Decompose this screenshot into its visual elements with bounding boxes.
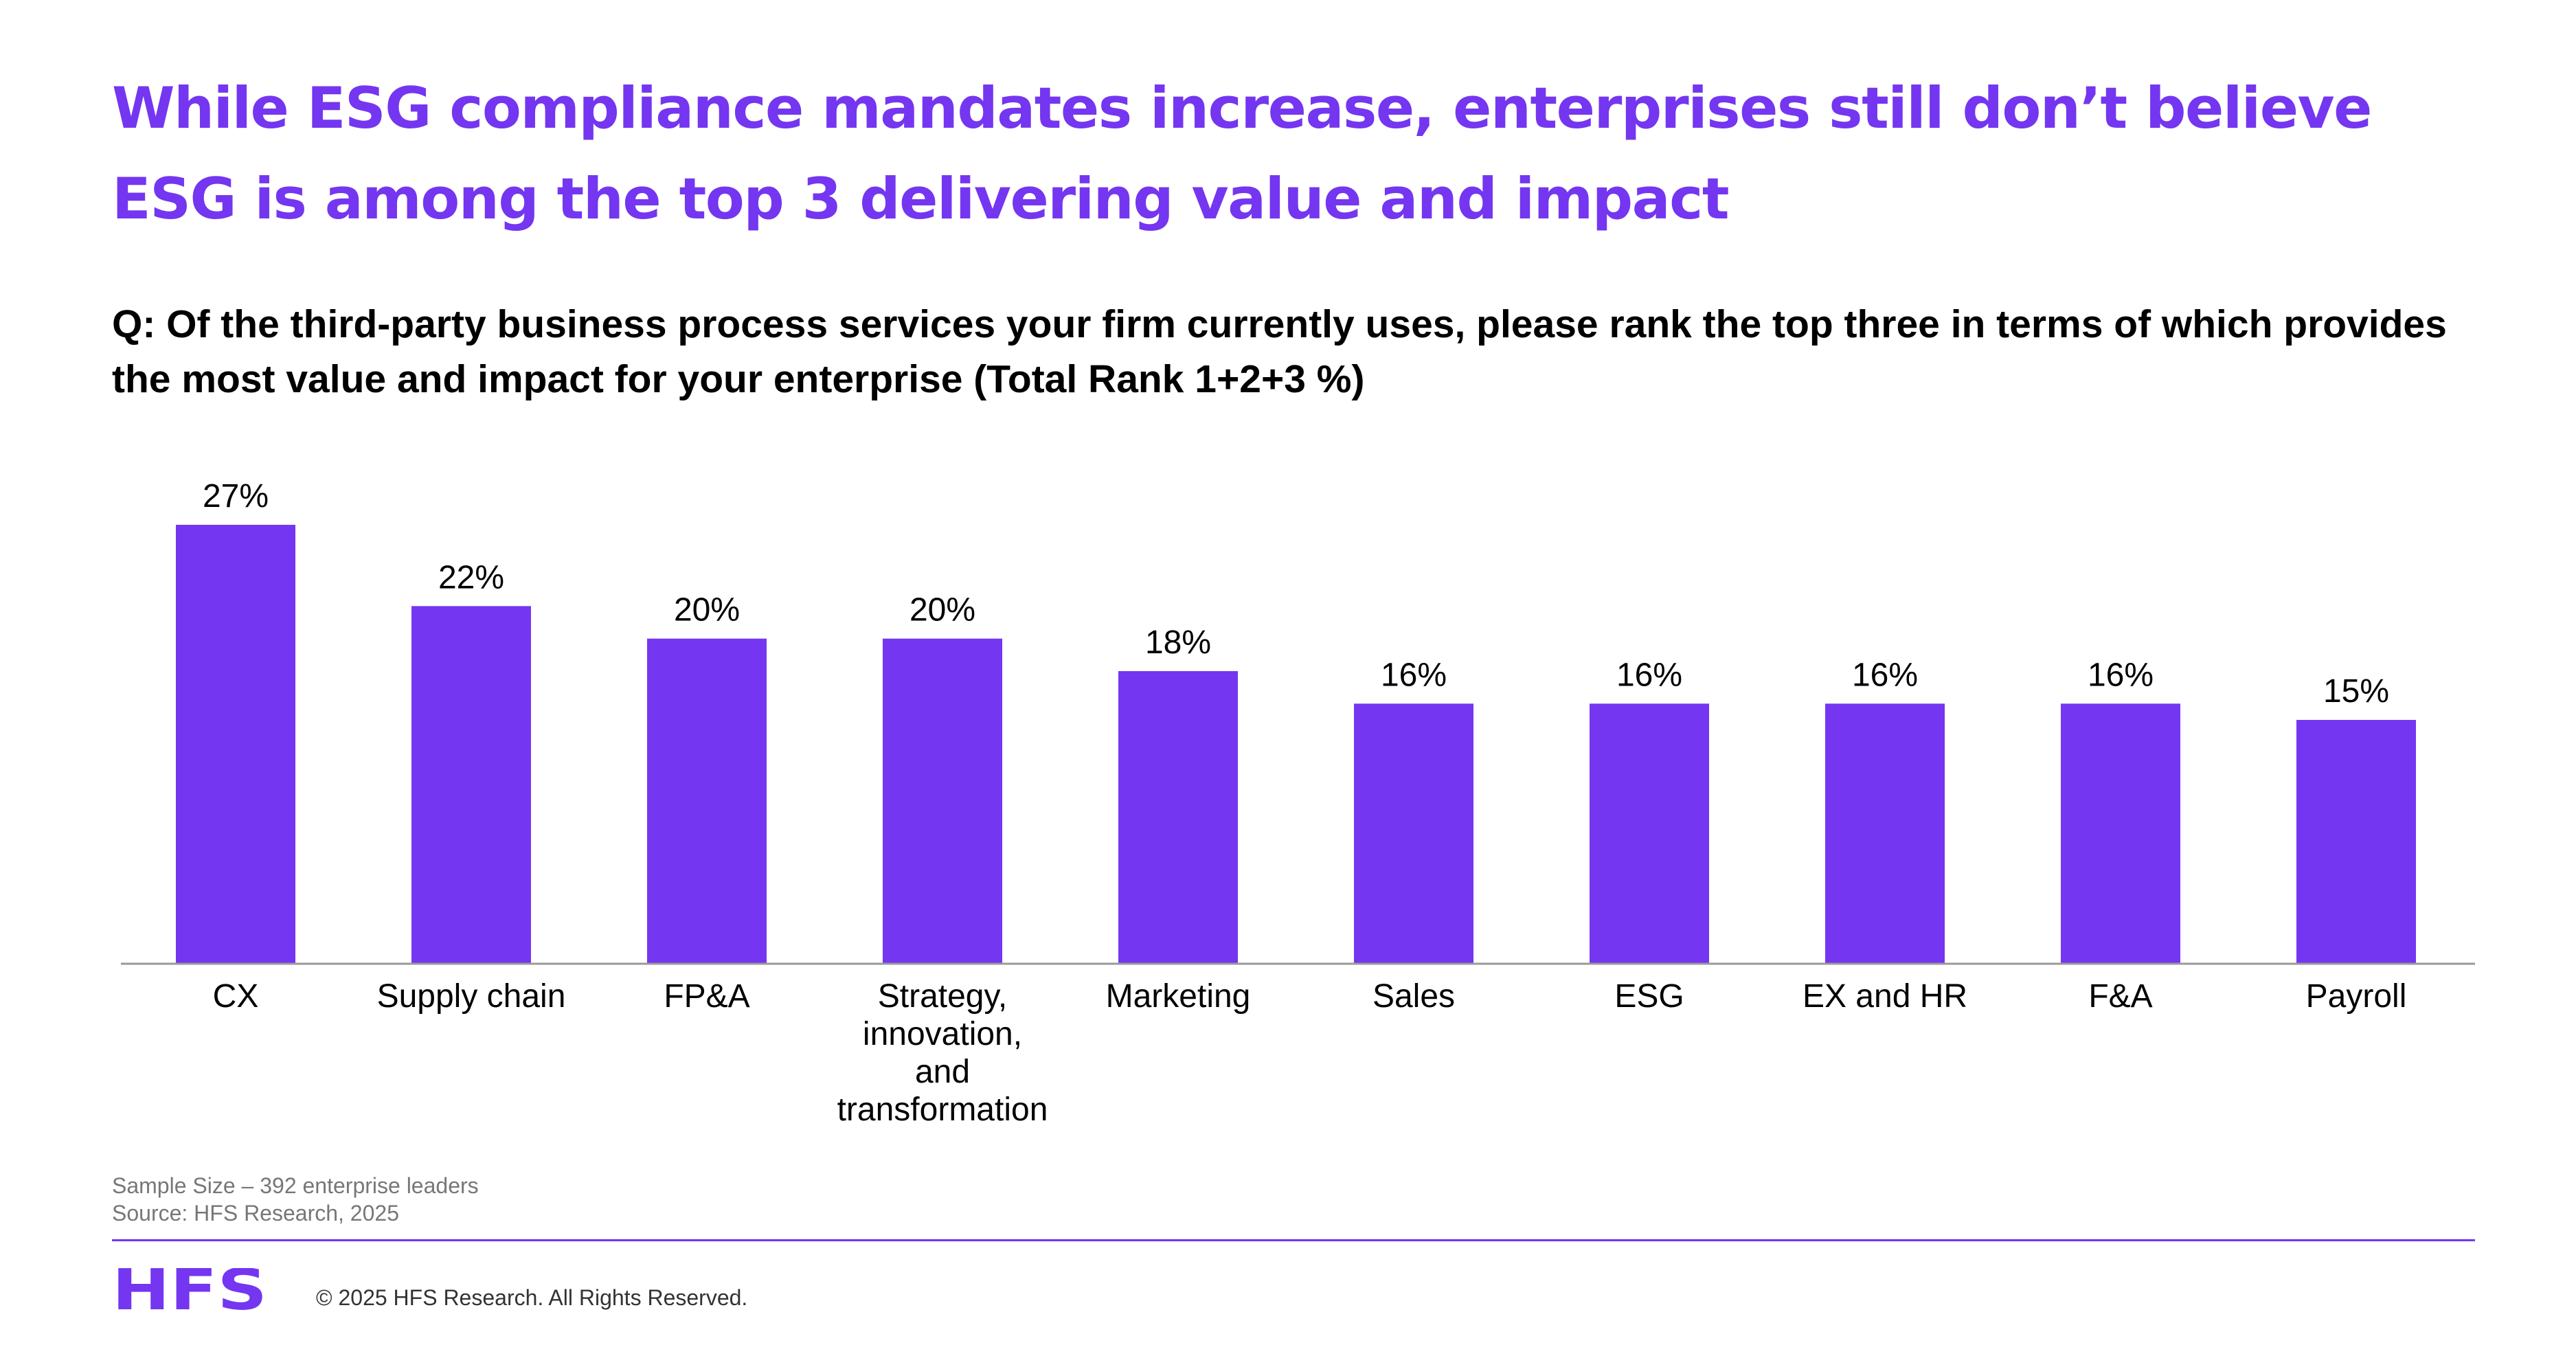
sample-size-note: Sample Size – 392 enterprise leaders xyxy=(112,1173,479,1198)
copyright-notice: © 2025 HFS Research. All Rights Reserved… xyxy=(316,1285,748,1310)
footer-divider xyxy=(112,1239,2475,1241)
survey-question: Q: Of the third-party business process s… xyxy=(112,302,2447,401)
bar-9 xyxy=(2061,703,2180,964)
category-label-line: transformation xyxy=(837,1092,1048,1128)
source-note: Source: HFS Research, 2025 xyxy=(112,1201,399,1225)
data-label-7: 16% xyxy=(1616,657,1682,693)
category-label-line: CX xyxy=(213,978,259,1015)
data-label-group: 27% 22% 20% 20% 18% 16% 16% 16% 16% 15% xyxy=(203,478,2389,710)
category-label-line: F&A xyxy=(2088,978,2152,1015)
category-label-line: FP&A xyxy=(664,978,749,1015)
data-label-6: 16% xyxy=(1381,657,1447,693)
category-label-7: ESG xyxy=(1614,978,1684,1015)
bar-1 xyxy=(176,525,295,964)
category-label-line: Marketing xyxy=(1106,978,1251,1015)
data-label-8: 16% xyxy=(1852,657,1918,693)
category-label-8: EX and HR xyxy=(1803,978,1967,1015)
category-label-line: ESG xyxy=(1614,978,1684,1015)
data-label-5: 18% xyxy=(1145,624,1211,661)
category-label-line: Payroll xyxy=(2306,978,2407,1015)
category-label-2: Supply chain xyxy=(377,978,566,1015)
category-label-10: Payroll xyxy=(2306,978,2407,1015)
bar-6 xyxy=(1354,703,1473,964)
category-label-4: Strategy, innovation, and transformation xyxy=(837,978,1048,1128)
hfs-logo-text: HFS xyxy=(112,1268,267,1311)
hfs-logo: HFS xyxy=(112,1268,267,1311)
bar-4 xyxy=(883,638,1002,964)
bar-10 xyxy=(2296,720,2416,964)
bar-7 xyxy=(1590,703,1709,964)
data-label-4: 20% xyxy=(909,592,975,629)
footnotes: Sample Size – 392 enterprise leaders Sou… xyxy=(112,1172,479,1227)
category-label-1: CX xyxy=(213,978,259,1015)
bar-8 xyxy=(1825,703,1945,964)
category-label-line: and xyxy=(915,1054,970,1090)
data-label-10: 15% xyxy=(2323,673,2389,710)
category-label-9: F&A xyxy=(2088,978,2152,1015)
data-label-1: 27% xyxy=(203,478,269,515)
bar-2 xyxy=(411,606,531,964)
category-label-line: EX and HR xyxy=(1803,978,1967,1015)
data-label-2: 22% xyxy=(438,559,504,596)
bar-group xyxy=(176,525,2416,964)
page-title: While ESG compliance mandates increase, … xyxy=(112,75,2372,232)
category-label-line: Sales xyxy=(1372,978,1455,1015)
category-label-3: FP&A xyxy=(664,978,749,1015)
bar-3 xyxy=(647,638,767,964)
category-label-line: Strategy, xyxy=(878,978,1008,1015)
category-label-line: innovation, xyxy=(863,1016,1022,1052)
bar-5 xyxy=(1118,671,1238,964)
category-label-6: Sales xyxy=(1372,978,1455,1015)
data-label-9: 16% xyxy=(2088,657,2154,693)
category-label-group: CX Supply chain FP&A Strategy, innovation, an… xyxy=(213,978,2407,1128)
category-label-line: Supply chain xyxy=(377,978,566,1015)
category-label-5: Marketing xyxy=(1106,978,1251,1015)
data-label-3: 20% xyxy=(674,592,740,629)
